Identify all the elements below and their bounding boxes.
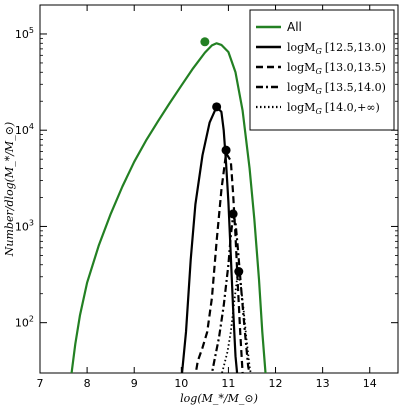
legend-label-1: logMG [12.5,13.0) — [287, 41, 386, 56]
legend-box — [249, 9, 395, 131]
series-peak-marker-1 — [212, 102, 222, 112]
y-tick-label: 102 — [15, 315, 34, 330]
series-peak-marker-0 — [200, 37, 210, 47]
x-tick-label: 9 — [131, 377, 138, 390]
x-tick-label: 13 — [316, 377, 330, 390]
axis-layer: 7 8 9 10 11 12 13 14 102 103 104 105 — [15, 5, 398, 390]
x-tick-label: 7 — [37, 377, 44, 390]
y-axis-title: Number/dlog(M_*/M_⊙) — [3, 122, 16, 257]
y-tick-label: 105 — [15, 26, 34, 41]
series-line-2 — [194, 151, 244, 373]
series-peak-marker-2 — [221, 145, 231, 155]
series-line-0 — [70, 42, 267, 373]
x-tick-label: 12 — [269, 377, 283, 390]
x-tick-label: 14 — [363, 377, 377, 390]
series-peak-marker-3 — [228, 209, 238, 219]
series-line-1 — [180, 105, 239, 373]
series-layer — [70, 37, 267, 373]
series-peak-marker-4 — [234, 267, 244, 277]
y-tick-label: 103 — [15, 218, 34, 233]
x-tick-label: 11 — [221, 377, 235, 390]
legend-label-2: logMG [13.0,13.5) — [287, 61, 386, 76]
legend-label-0: All — [287, 20, 302, 34]
y-tick-label: 104 — [15, 122, 34, 137]
x-tick-label: 8 — [84, 377, 91, 390]
legend: All logMG [12.5,13.0) logMG [13.0,13.5) logMG… — [249, 9, 395, 131]
series-line-3 — [210, 214, 251, 373]
plot-frame — [39, 4, 399, 374]
x-tick-label: 10 — [174, 377, 188, 390]
legend-label-4: logMG [14.0,+∞) — [287, 101, 380, 116]
legend-label-3: logMG [13.5,14.0) — [287, 81, 386, 96]
x-axis-title: log(M_*/M_⊙) — [180, 392, 258, 405]
